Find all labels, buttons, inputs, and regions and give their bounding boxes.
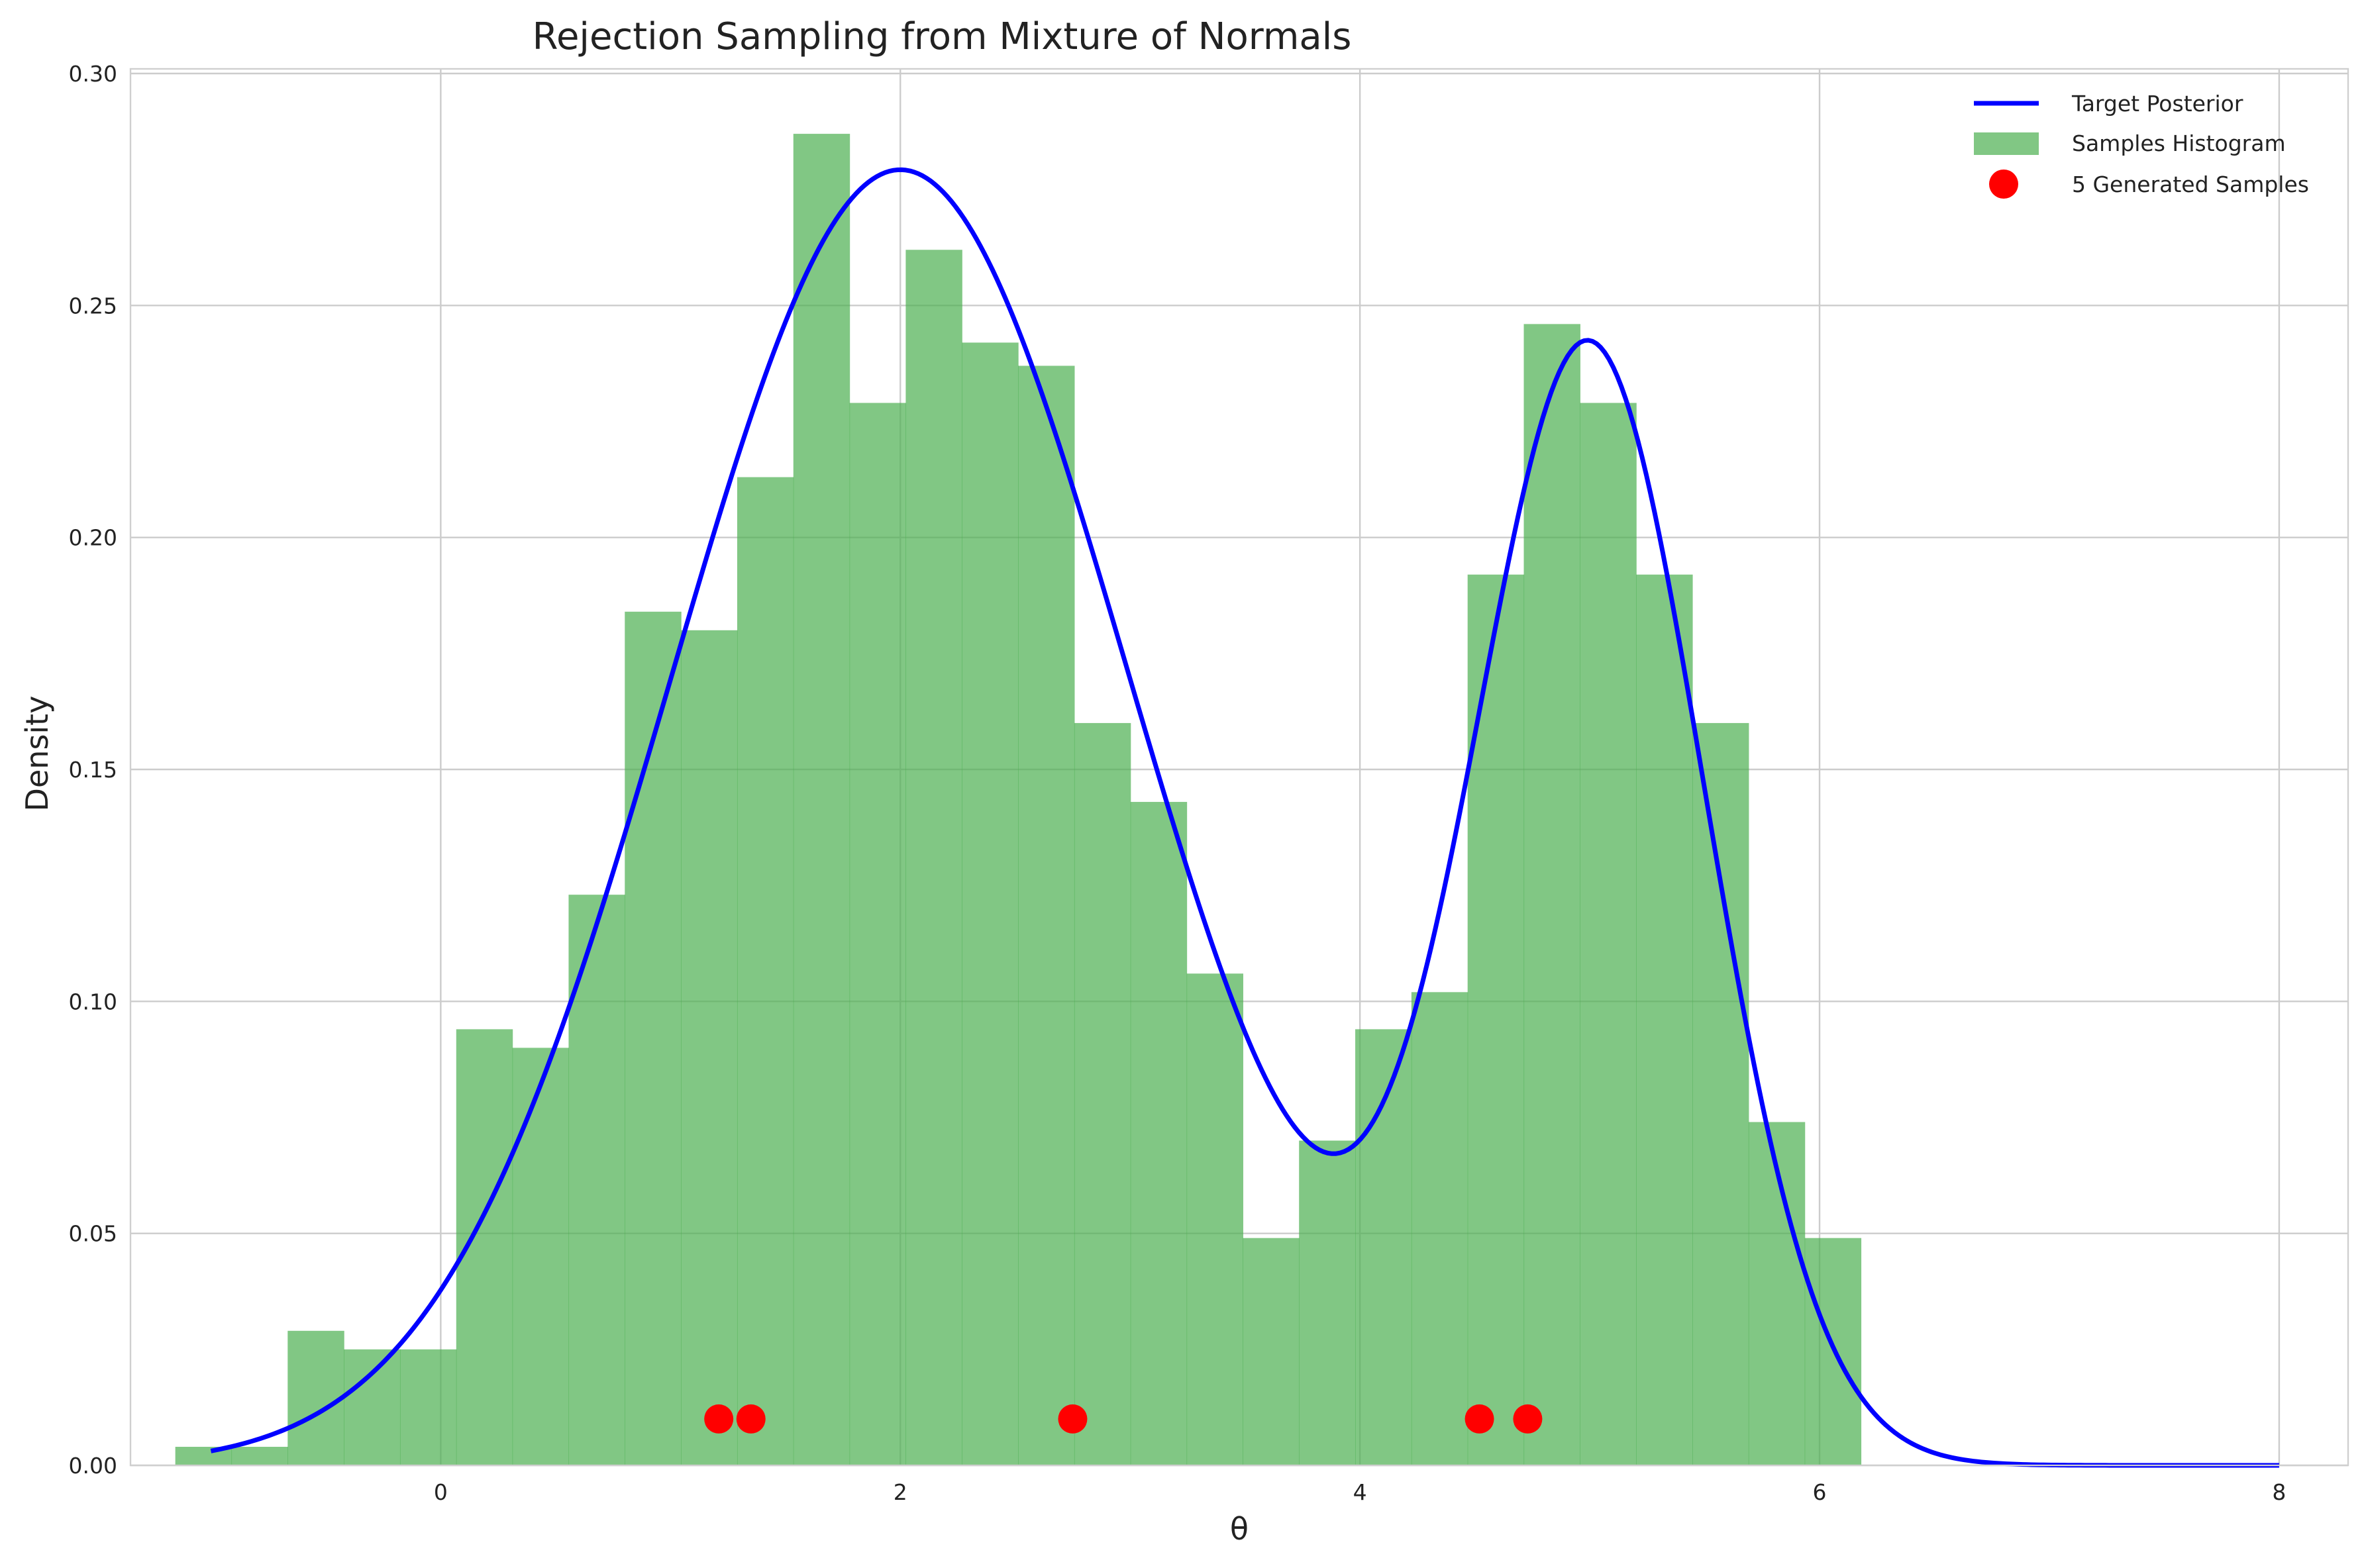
histogram-bar [625, 611, 682, 1466]
y-tick-label: 0.15 [69, 757, 117, 783]
histogram-bar [1467, 574, 1525, 1465]
generated-sample-points [704, 1404, 1543, 1434]
generated-sample-point [1465, 1404, 1494, 1434]
histogram-bar [1130, 802, 1188, 1465]
y-tick-label: 0.25 [69, 293, 117, 318]
y-tick-label: 0.00 [69, 1453, 117, 1479]
histogram-bars [175, 134, 1862, 1466]
legend-label-generated-samples: 5 Generated Samples [2072, 172, 2309, 197]
histogram-bar [849, 403, 907, 1465]
histogram-bar [1299, 1140, 1356, 1465]
x-axis-title: θ [1230, 1511, 1249, 1547]
target-posterior-curve [210, 167, 2279, 1468]
target-posterior-curve-group [210, 167, 2279, 1468]
histogram-bar [399, 1349, 457, 1465]
y-tick-label: 0.10 [69, 989, 117, 1014]
legend: Target Posterior Samples Histogram 5 Gen… [1974, 91, 2309, 199]
legend-label-samples-histogram: Samples Histogram [2072, 130, 2286, 156]
generated-sample-point [1513, 1404, 1543, 1434]
x-tick-label: 6 [1813, 1479, 1827, 1505]
x-tick-labels: 0 2 4 6 8 [434, 1479, 2287, 1505]
x-tick-label: 2 [894, 1479, 907, 1505]
histogram-bar [1355, 1029, 1412, 1465]
x-tick-label: 0 [434, 1479, 448, 1505]
generated-sample-point [704, 1404, 734, 1434]
histogram-bar [1636, 574, 1693, 1465]
x-tick-label: 8 [2272, 1479, 2286, 1505]
histogram-bar [231, 1446, 288, 1465]
histogram-bar [287, 1330, 344, 1465]
legend-swatch-generated-samples [1989, 170, 2018, 199]
histogram-bar [512, 1048, 570, 1465]
histogram-bar [1243, 1238, 1300, 1465]
x-tick-label: 4 [1353, 1479, 1367, 1505]
histogram-bar [1411, 992, 1468, 1465]
y-tick-label: 0.20 [69, 525, 117, 551]
y-tick-labels: 0.00 0.05 0.10 0.15 0.20 0.25 0.30 [69, 61, 117, 1479]
histogram-bar [1580, 403, 1637, 1465]
histogram-bar [1523, 324, 1580, 1465]
histogram-bar [737, 477, 794, 1465]
y-tick-label: 0.30 [69, 61, 117, 87]
histogram-bar [1074, 722, 1131, 1465]
histogram-bar [1692, 722, 1749, 1465]
histogram-bar [344, 1349, 401, 1465]
generated-sample-point [736, 1404, 766, 1434]
y-axis-title: Density [19, 696, 55, 812]
legend-label-target-posterior: Target Posterior [2071, 91, 2243, 117]
legend-swatch-samples-histogram [1974, 132, 2039, 155]
histogram-bar [1186, 973, 1243, 1465]
plot-frame [129, 68, 2349, 1467]
histogram-bar [1018, 366, 1075, 1465]
histogram-bar [962, 342, 1019, 1465]
histogram-bar [568, 895, 625, 1465]
generated-sample-point [1058, 1404, 1088, 1434]
histogram-bar [793, 134, 850, 1465]
histogram-bar [681, 630, 738, 1466]
y-tick-label: 0.05 [69, 1221, 117, 1247]
chart-title: Rejection Sampling from Mixture of Norma… [533, 15, 1352, 58]
histogram-bar [905, 250, 962, 1465]
